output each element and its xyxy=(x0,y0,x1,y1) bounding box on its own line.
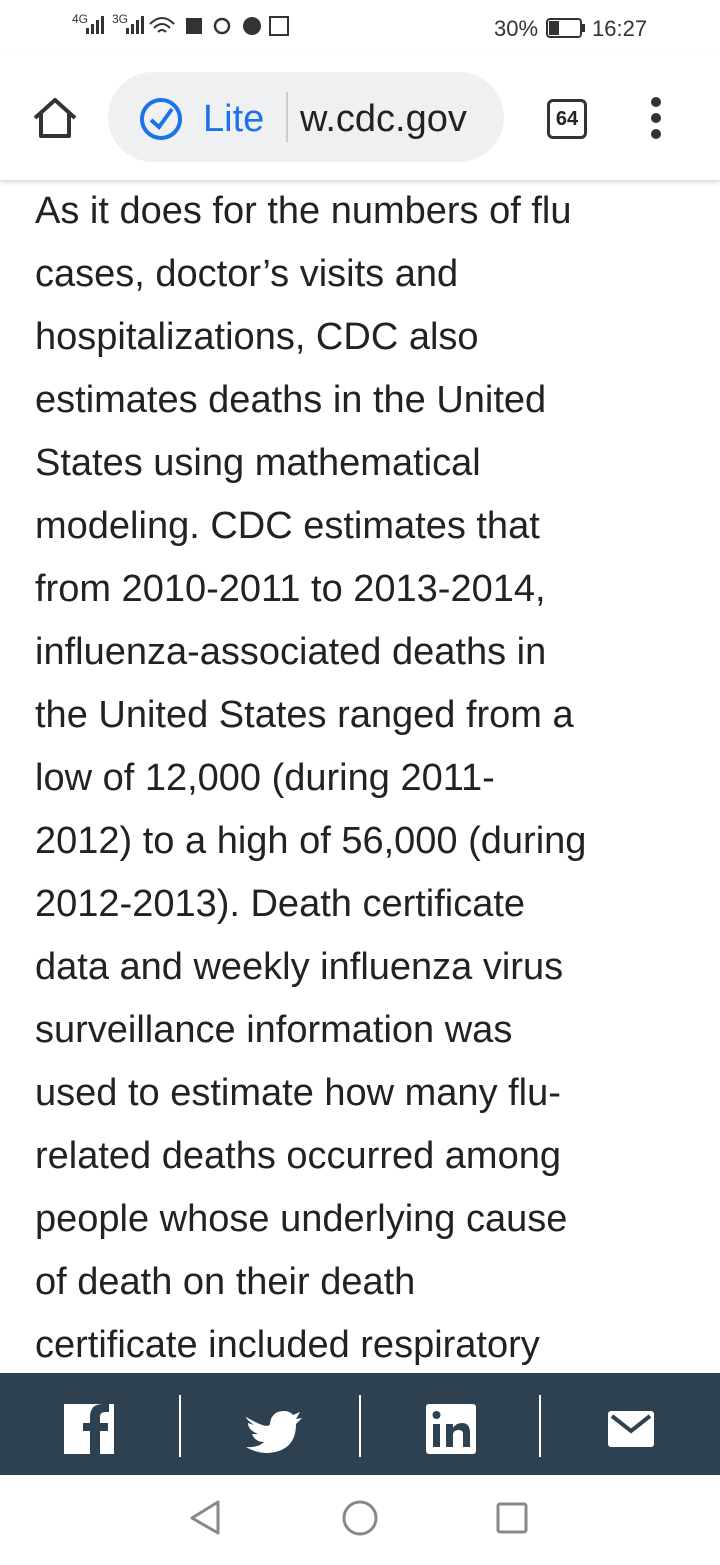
battery-percent: 30% xyxy=(494,16,539,41)
facebook-button[interactable] xyxy=(64,1404,114,1454)
article-line: As it does for the numbers of flu xyxy=(35,190,572,232)
lite-label: Lite xyxy=(203,98,265,140)
article-line: 2012-2013). Death certificate xyxy=(35,883,526,925)
home-button[interactable] xyxy=(30,96,80,140)
nav-icons xyxy=(190,1500,528,1536)
article-line: States using mathematical xyxy=(35,442,481,484)
article-line: influenza-associated deaths in xyxy=(35,631,547,673)
article-line: hospitalizations, CDC also xyxy=(35,316,479,358)
article-line: from 2010-2011 to 2013-2014, xyxy=(35,568,546,610)
divider xyxy=(286,92,288,142)
article-line: used to estimate how many flu- xyxy=(35,1072,561,1114)
article-line: modeling. CDC estimates that xyxy=(35,505,540,547)
back-button[interactable] xyxy=(190,1500,220,1535)
tab-count[interactable]: 64 xyxy=(547,99,587,139)
lite-icon xyxy=(140,98,182,140)
linkedin-button[interactable] xyxy=(426,1404,476,1454)
share-icons xyxy=(64,1395,654,1457)
article-line: low of 12,000 (during 2011- xyxy=(35,757,495,799)
article-line: surveillance information was xyxy=(35,1009,513,1051)
article: As it does for the numbers of flu cases, … xyxy=(0,181,720,1373)
email-button[interactable] xyxy=(608,1411,654,1447)
network-label: 4G xyxy=(72,12,89,26)
battery-icon xyxy=(546,18,585,38)
share-bar xyxy=(0,1373,720,1475)
article-line: cases, doctor’s visits and xyxy=(35,253,459,295)
article-line: estimates deaths in the United xyxy=(35,379,547,421)
navigation-bar xyxy=(0,1475,720,1560)
browser-toolbar: Lite w.cdc.gov 64 xyxy=(0,56,720,181)
article-line: people whose underlying cause xyxy=(35,1198,568,1240)
notification-icons xyxy=(149,16,289,36)
menu-button[interactable] xyxy=(646,96,666,140)
article-line: certificate included respiratory xyxy=(35,1324,540,1366)
clock: 16:27 xyxy=(592,16,648,41)
status-bar: 4G 3G 30% 16:27 xyxy=(0,0,720,56)
article-line: of death on their death xyxy=(35,1261,416,1303)
article-line: data and weekly influenza virus xyxy=(35,946,564,988)
signal-icon xyxy=(126,16,144,34)
home-nav-button[interactable] xyxy=(342,1500,378,1536)
recents-button[interactable] xyxy=(496,1502,528,1534)
address-bar[interactable]: Lite w.cdc.gov xyxy=(108,72,504,162)
article-line: related deaths occurred among xyxy=(35,1135,561,1177)
url: w.cdc.gov xyxy=(300,98,467,140)
twitter-button[interactable] xyxy=(246,1411,302,1453)
article-line: the United States ranged from a xyxy=(35,694,574,736)
article-line: 2012) to a high of 56,000 (during xyxy=(35,820,587,862)
network-label: 3G xyxy=(112,12,129,26)
signal-icon xyxy=(86,16,104,34)
